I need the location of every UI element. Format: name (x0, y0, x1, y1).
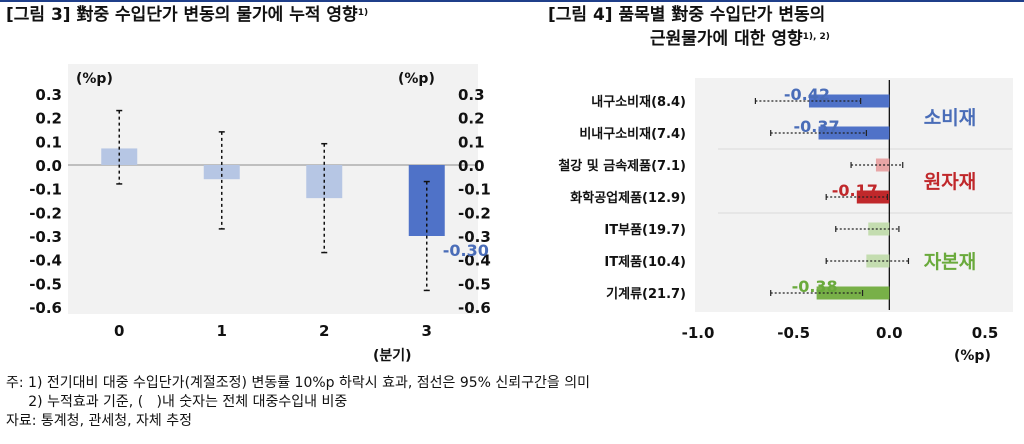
x-tick-label: 3 (422, 322, 432, 340)
footnotes: 주: 1) 전기대비 대중 수입단가(계절조정) 변동률 10%p 하락시 효과… (6, 374, 590, 431)
category-label: 철강 및 금속제품(7.1) (558, 158, 686, 174)
category-label: 내구소비재(8.4) (591, 94, 686, 110)
x-tick-label: 1 (217, 322, 227, 340)
y-tick-label-right: 0.2 (458, 110, 485, 128)
footnote-2: 2) 누적효과 기준, ( )내 숫자는 전체 대중수입내 비중 (6, 394, 348, 410)
data-label: -0.17 (832, 181, 878, 200)
source-note: 자료: 통계청, 관세청, 자체 추정 (6, 413, 192, 429)
y-tick-label-left: -0.5 (29, 275, 62, 293)
x-axis-unit-label: (분기) (373, 348, 412, 364)
data-label: -0.37 (793, 117, 839, 136)
left-chart-title: [그림 3] 對중 수입단가 변동의 물가에 누적 영향1) (6, 5, 369, 25)
data-label: -0.42 (784, 85, 830, 104)
x-tick-label: 0.5 (972, 324, 999, 342)
y-tick-label-right: -0.5 (458, 275, 491, 293)
x-tick-label: 0 (114, 322, 124, 340)
y-tick-label-right: -0.4 (458, 252, 491, 270)
category-label: 비내구소비재(7.4) (579, 126, 686, 142)
bar (816, 286, 890, 300)
x-unit-label: (%p) (954, 348, 991, 364)
group-label: 자본재 (924, 251, 976, 273)
y-tick-label-right: 0.3 (458, 86, 485, 104)
bar (856, 190, 890, 204)
y-tick-label-left: -0.3 (29, 228, 62, 246)
bar (203, 165, 240, 180)
y-tick-label-left: 0.3 (35, 86, 62, 104)
y-tick-label-right: -0.6 (458, 299, 491, 317)
right-chart-title-line2: 근원물가에 대한 영향1), 2) (650, 29, 830, 49)
y-unit-label-left: (%p) (76, 71, 113, 87)
category-label: IT부품(19.7) (604, 223, 686, 238)
bar (868, 222, 890, 236)
y-tick-label-left: -0.6 (29, 299, 62, 317)
x-tick-label: -0.5 (777, 324, 810, 342)
bar (818, 126, 890, 140)
y-tick-label-left: 0.2 (35, 110, 62, 128)
x-tick-label: 0.0 (876, 324, 903, 342)
category-label: 화학공업제품(12.9) (570, 190, 686, 206)
footnote-1: 주: 1) 전기대비 대중 수입단가(계절조정) 변동률 10%p 하락시 효과… (6, 375, 591, 391)
y-tick-label-right: -0.2 (458, 204, 491, 222)
y-tick-label-left: 0.0 (35, 157, 62, 175)
y-tick-label-right: 0.1 (458, 133, 485, 151)
top-rule (0, 0, 1024, 2)
y-tick-label-left: -0.4 (29, 252, 62, 270)
y-tick-label-right: 0.0 (458, 157, 485, 175)
data-label: -0.30 (443, 241, 489, 260)
y-tick-label-left: -0.2 (29, 204, 62, 222)
data-label: -0.38 (792, 277, 838, 296)
y-tick-label-right: -0.3 (458, 228, 491, 246)
right-chart-title-line1: [그림 4] 품목별 對중 수입단가 변동의 (548, 5, 826, 25)
y-tick-label-right: -0.1 (458, 181, 491, 199)
x-tick-label: -1.0 (682, 324, 715, 342)
bar (101, 148, 138, 165)
category-label: IT제품(10.4) (604, 255, 686, 270)
y-unit-label-right: (%p) (398, 71, 435, 87)
bar (875, 158, 890, 172)
y-tick-label-left: 0.1 (35, 133, 62, 151)
right-chart-background (695, 78, 1013, 312)
group-label: 원자재 (924, 171, 976, 193)
y-tick-label-left: -0.1 (29, 181, 62, 199)
category-label: 기계류(21.7) (606, 287, 686, 302)
bar (866, 254, 890, 268)
group-label: 소비재 (924, 107, 976, 129)
x-tick-label: 2 (319, 322, 329, 340)
